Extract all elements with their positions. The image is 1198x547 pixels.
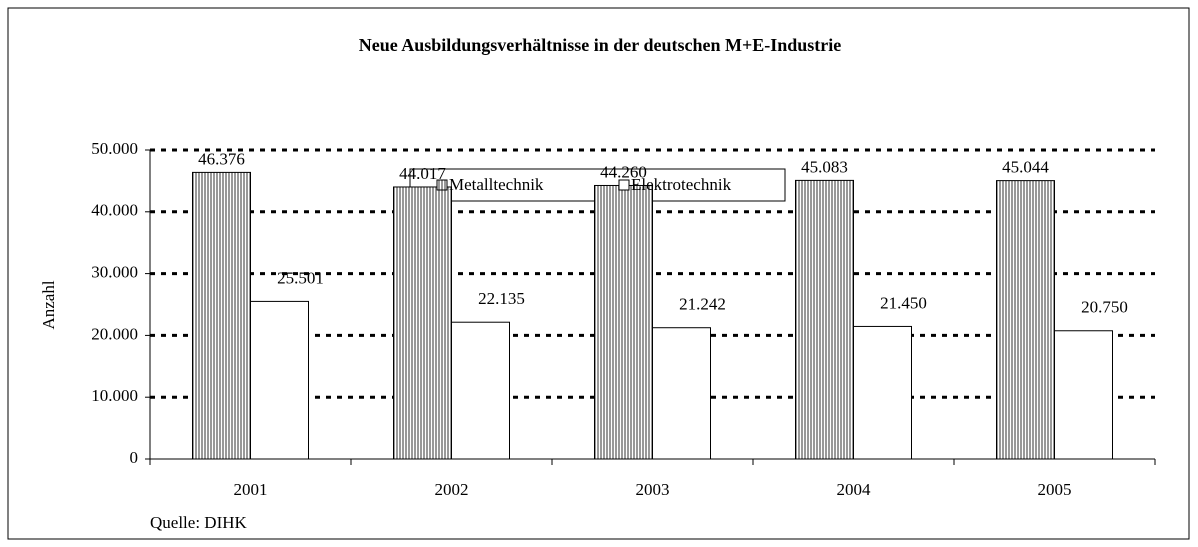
- bar: [451, 321, 510, 460]
- source-note: Quelle: DIHK: [150, 513, 248, 532]
- y-axis-label: Anzahl: [39, 280, 58, 329]
- bar: [795, 179, 854, 460]
- legend-swatch: [618, 179, 630, 191]
- data-label: 45.044: [1002, 158, 1049, 177]
- data-label: 45.083: [801, 157, 848, 176]
- legend-swatch: [436, 179, 448, 191]
- bar: [250, 300, 309, 460]
- bar: [594, 184, 653, 460]
- data-label: 21.450: [880, 293, 927, 312]
- bar: [853, 325, 912, 460]
- bar: [192, 171, 251, 460]
- x-tick-label: 2003: [636, 480, 670, 499]
- data-label: 21.242: [679, 295, 726, 314]
- y-tick-label: 10.000: [91, 386, 138, 405]
- x-tick-label: 2002: [435, 480, 469, 499]
- bar: [393, 186, 452, 460]
- chart-title: Neue Ausbildungsverhältnisse in der deut…: [359, 35, 842, 55]
- bar: [1054, 330, 1113, 460]
- bar: [996, 180, 1055, 460]
- legend-label: Elektrotechnik: [631, 175, 732, 194]
- x-tick-label: 2005: [1038, 480, 1072, 499]
- bar: [652, 327, 711, 460]
- y-tick-label: 30.000: [91, 263, 138, 282]
- data-label: 20.750: [1081, 298, 1128, 317]
- data-label: 44.017: [399, 164, 446, 183]
- x-tick-label: 2001: [234, 480, 268, 499]
- y-tick-label: 40.000: [91, 201, 138, 220]
- y-tick-label: 0: [130, 448, 139, 467]
- legend-label: Metalltechnik: [449, 175, 544, 194]
- chart-frame: [7, 7, 1190, 540]
- data-label: 25.501: [277, 268, 324, 287]
- y-tick-label: 50.000: [91, 139, 138, 158]
- data-label: 44.260: [600, 162, 647, 181]
- data-label: 22.135: [478, 289, 525, 308]
- data-label: 46.376: [198, 149, 245, 168]
- y-tick-label: 20.000: [91, 324, 138, 343]
- x-tick-label: 2004: [837, 480, 872, 499]
